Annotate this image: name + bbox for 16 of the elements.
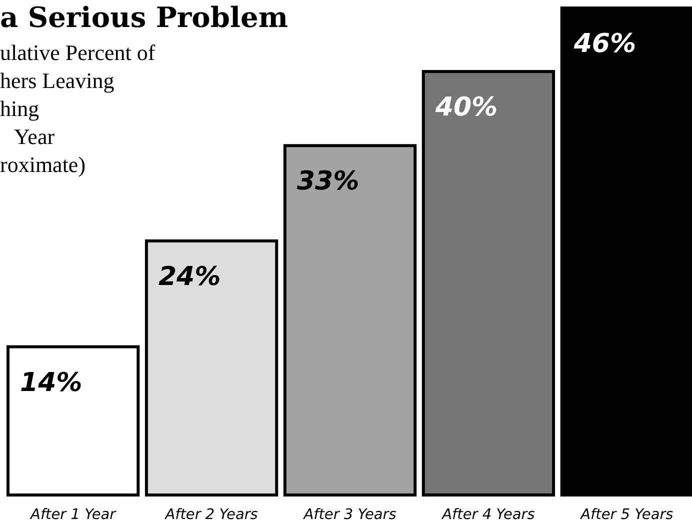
- x-tick-label: After 1 Year: [30, 507, 117, 523]
- data-label: 14%: [20, 368, 82, 398]
- x-tick-label: After 4 Years: [441, 507, 536, 523]
- bar: [144, 239, 278, 496]
- data-label: 33%: [296, 166, 360, 197]
- x-tick-label: After 3 Years: [302, 507, 397, 523]
- bar: [283, 144, 417, 496]
- chart-title: a Serious Problem: [0, 1, 288, 34]
- data-label: 46%: [572, 29, 636, 59]
- x-tick-label: After 5 Years: [580, 507, 674, 523]
- text: ulative Percent of hers Leaving hing Year roximate): [0, 40, 156, 177]
- data-label: 40%: [434, 92, 498, 123]
- x-tick-label: After 2 Years: [164, 507, 258, 523]
- data-label: 24%: [158, 262, 221, 292]
- bar: [422, 70, 556, 496]
- bar: [6, 345, 140, 496]
